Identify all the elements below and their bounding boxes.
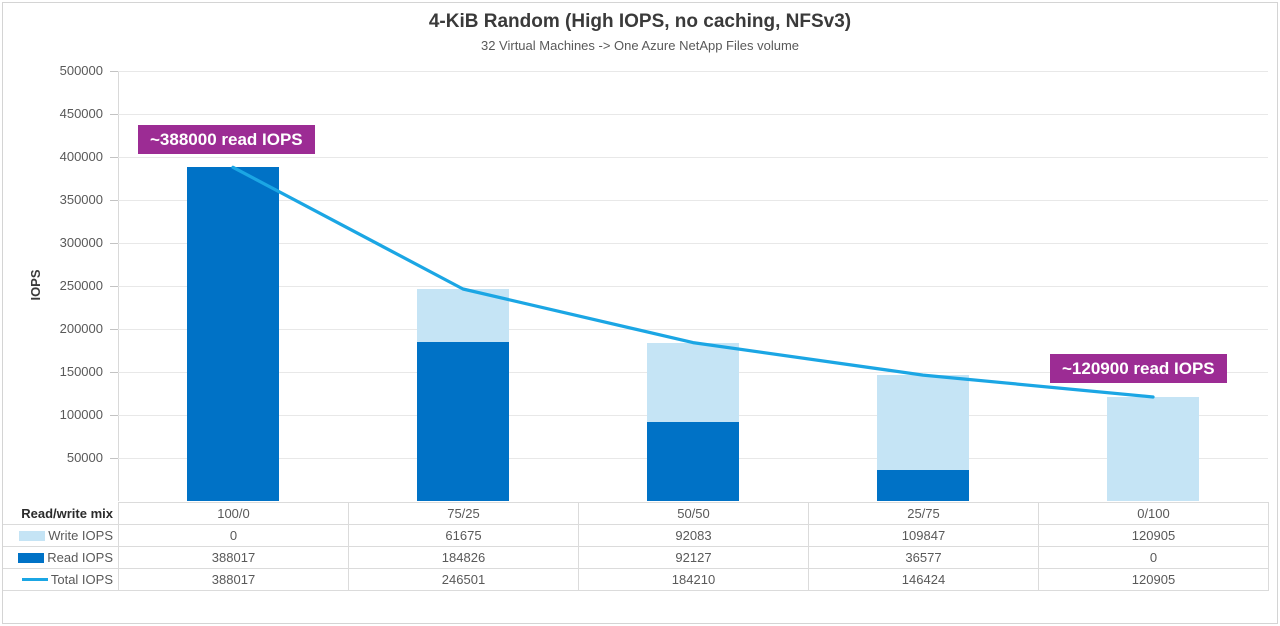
legend-label-write-iops: Write IOPS	[2, 524, 119, 547]
y-gridline	[118, 114, 1268, 115]
y-gridline	[118, 286, 1268, 287]
table-cell: 36577	[808, 546, 1039, 569]
legend-label-text: Total IOPS	[50, 572, 113, 587]
table-cell: 75/25	[348, 502, 579, 525]
table-row-categories: Read/write mix 100/0 75/25 50/50 25/75 0/100	[2, 502, 1269, 525]
y-tick	[110, 329, 118, 330]
table-cell: 92083	[578, 524, 809, 547]
table-row-write-iops: Write IOPS 0 61675 92083 109847 120905	[2, 524, 1269, 547]
table-cell: 184826	[348, 546, 579, 569]
table-cell: 61675	[348, 524, 579, 547]
legend-label-total-iops: Total IOPS	[2, 568, 119, 591]
table-cell: 100/0	[118, 502, 349, 525]
y-tick-label: 200000	[59, 321, 103, 336]
y-tick-label: 350000	[59, 192, 103, 207]
line-swatch-icon	[21, 578, 48, 581]
legend-label-text: Read IOPS	[47, 550, 113, 565]
y-gridline	[118, 157, 1268, 158]
y-tick-label: 50000	[66, 450, 103, 465]
table-cell: 109847	[808, 524, 1039, 547]
data-table: Read/write mix 100/0 75/25 50/50 25/75 0/100 W…	[2, 502, 1269, 591]
read-iops-bar	[877, 469, 969, 501]
table-row-total-iops: Total IOPS 388017 246501 184210 146424 120905	[2, 568, 1269, 591]
y-gridline	[118, 200, 1268, 201]
table-cell: 246501	[348, 568, 579, 591]
table-cell: 184210	[578, 568, 809, 591]
y-tick	[110, 458, 118, 459]
write-iops-bar	[647, 342, 739, 422]
table-cell: 92127	[578, 546, 809, 569]
table-cell: 388017	[118, 568, 349, 591]
y-tick	[110, 243, 118, 244]
y-tick-label: 150000	[59, 364, 103, 379]
table-corner-label: Read/write mix	[2, 502, 119, 525]
y-tick	[110, 114, 118, 115]
y-tick-label: 250000	[59, 278, 103, 293]
y-gridline	[118, 329, 1268, 330]
annotation-read-iops-high: ~388000 read IOPS	[138, 125, 315, 154]
table-row-read-iops: Read IOPS 388017 184826 92127 36577 0	[2, 546, 1269, 569]
table-cell: 120905	[1038, 524, 1269, 547]
y-tick	[110, 71, 118, 72]
bar-swatch-icon	[19, 530, 46, 541]
y-gridline	[118, 243, 1268, 244]
table-cell: 388017	[118, 546, 349, 569]
bar-swatch-icon	[18, 552, 45, 563]
annotation-read-iops-low: ~120900 read IOPS	[1050, 354, 1227, 383]
read-iops-bar	[417, 342, 509, 501]
y-tick-label: 300000	[59, 235, 103, 250]
table-cell: 50/50	[578, 502, 809, 525]
y-tick	[110, 372, 118, 373]
read-iops-bar	[187, 167, 279, 501]
legend-label-read-iops: Read IOPS	[2, 546, 119, 569]
chart-title: 4-KiB Random (High IOPS, no caching, NFS…	[428, 11, 852, 32]
y-tick-label: 500000	[59, 63, 103, 78]
y-tick-label: 100000	[59, 407, 103, 422]
chart-subtitle: 32 Virtual Machines -> One Azure NetApp …	[480, 38, 800, 53]
read-iops-bar	[647, 421, 739, 501]
y-tick-label: 450000	[59, 106, 103, 121]
y-tick	[110, 286, 118, 287]
table-cell: 0	[1038, 546, 1269, 569]
table-cell: 0/100	[1038, 502, 1269, 525]
table-cell: 120905	[1038, 568, 1269, 591]
write-iops-bar	[417, 289, 509, 342]
y-axis-title: IOPS	[28, 269, 43, 301]
table-cell: 25/75	[808, 502, 1039, 525]
write-iops-bar	[1107, 397, 1199, 501]
legend-label-text: Write IOPS	[48, 528, 113, 543]
y-tick	[110, 200, 118, 201]
write-iops-bar	[877, 375, 969, 470]
y-tick	[110, 415, 118, 416]
table-cell: 0	[118, 524, 349, 547]
y-tick	[110, 157, 118, 158]
table-cell: 146424	[808, 568, 1039, 591]
y-gridline	[118, 71, 1268, 72]
y-tick-label: 400000	[59, 149, 103, 164]
